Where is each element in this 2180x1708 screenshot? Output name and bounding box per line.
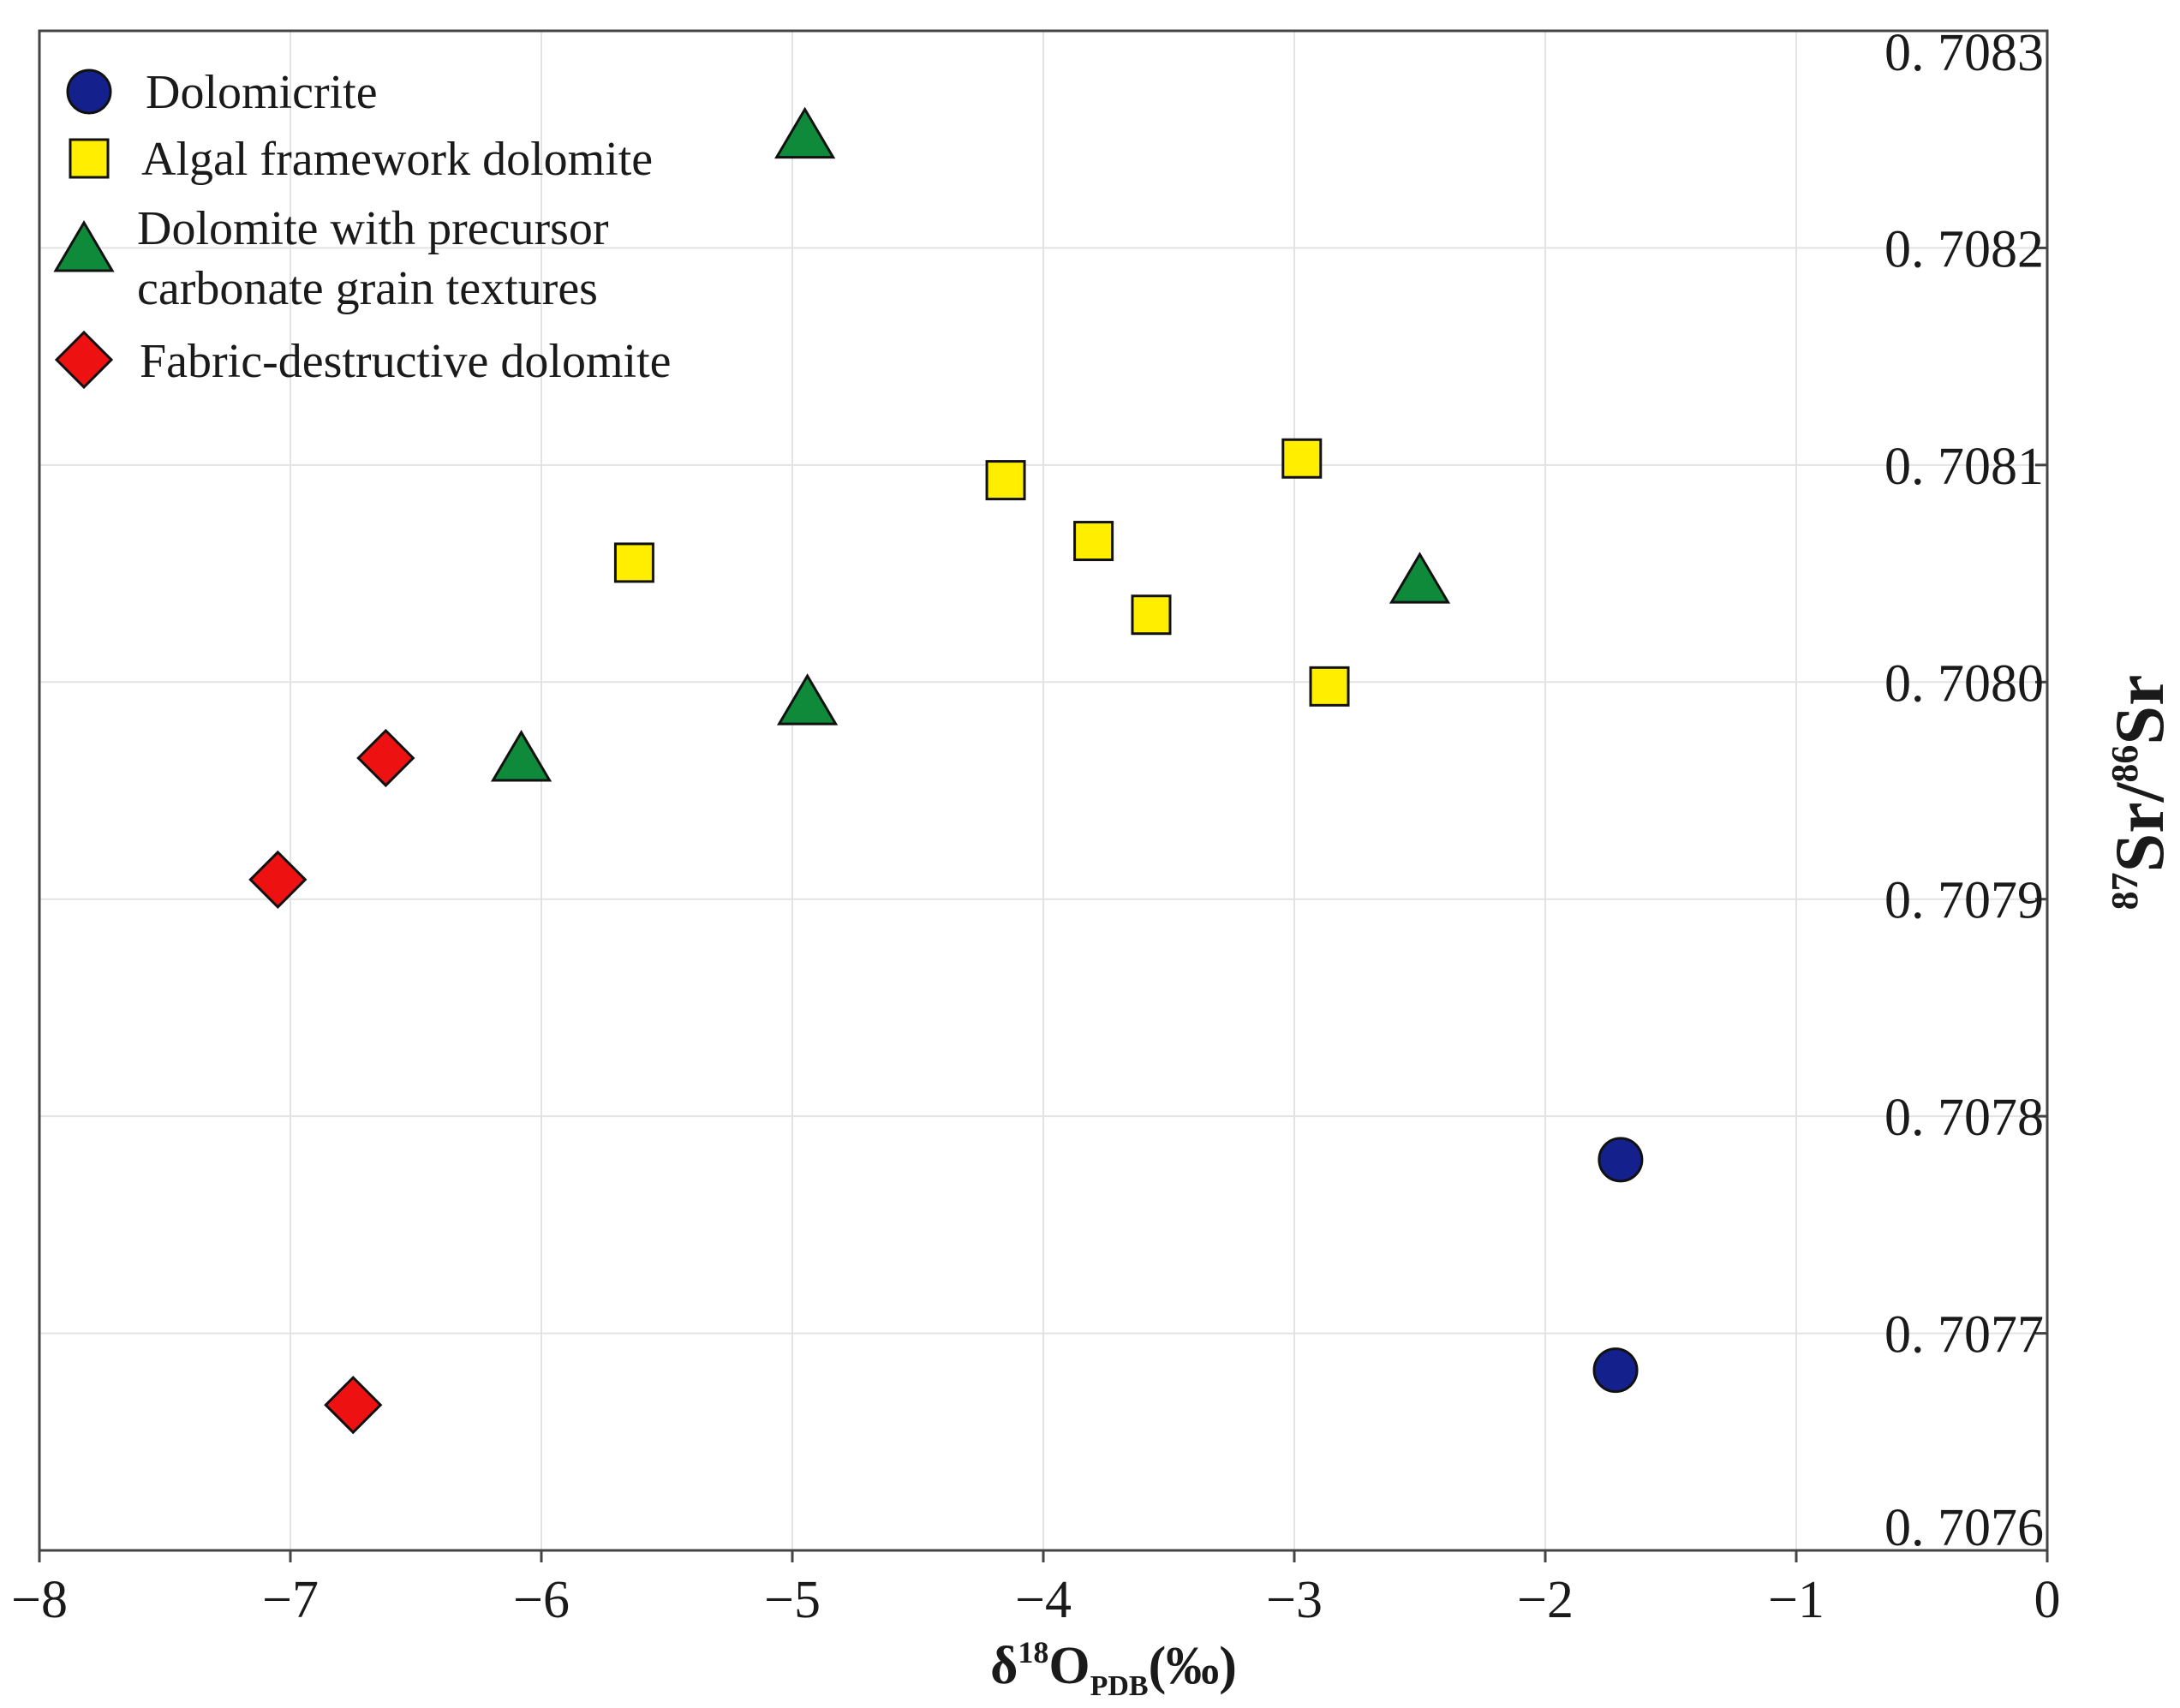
data-point-triangle — [1389, 552, 1451, 604]
legend-entry: Dolomite with precursor carbonate grain t… — [53, 202, 609, 315]
legend-symbol-circle — [66, 69, 112, 115]
legend-symbol-diamond — [54, 330, 114, 390]
series-square — [613, 438, 1350, 707]
data-point-triangle — [774, 106, 836, 159]
y-axis-title-superscript-2: 86 — [2104, 745, 2146, 783]
data-point-square — [1131, 594, 1172, 636]
grid-lines — [39, 31, 2047, 1550]
x-axis-title: δ18OPDB(‰) — [990, 1635, 1237, 1702]
legend-label: Algal framework dolomite — [141, 133, 653, 186]
y-tick-label: 0. 7078 — [1884, 1089, 2044, 1147]
series-diamond — [248, 728, 415, 1435]
y-tick-label: 0. 7076 — [1884, 1499, 2044, 1557]
data-point-diamond — [248, 850, 308, 910]
y-axis-title: 87Sr/86Sr — [2100, 675, 2178, 911]
data-point-triangle — [490, 730, 552, 782]
y-tick-label: 0. 7080 — [1884, 654, 2044, 713]
series-triangle — [490, 106, 1451, 782]
x-tick-label: −2 — [1517, 1571, 1574, 1629]
y-tick-label: 0. 7082 — [1884, 220, 2044, 278]
x-axis-title-superscript: 18 — [1018, 1635, 1048, 1669]
x-axis-title-subscript: PDB — [1090, 1670, 1149, 1702]
legend: Dolomicrite Algal framework dolomite Dolom… — [53, 66, 671, 390]
series-circle — [1592, 1137, 1644, 1394]
y-tick-label: 0. 7083 — [1884, 24, 2044, 82]
x-axis-title-main: O — [1048, 1637, 1090, 1695]
data-point-circle — [1592, 1347, 1639, 1394]
y-tick-label: 0. 7077 — [1884, 1306, 2044, 1365]
data-point-square — [613, 542, 654, 583]
y-axis-title-main-1: Sr/ — [2100, 781, 2178, 872]
data-point-diamond — [324, 1376, 383, 1435]
x-tick-label: −6 — [513, 1571, 570, 1629]
legend-symbol-square — [69, 138, 110, 179]
legend-entry: Fabric-destructive dolomite — [54, 330, 671, 390]
data-point-square — [1309, 666, 1350, 707]
y-axis-title-superscript-1: 87 — [2104, 872, 2146, 910]
data-point-square — [1073, 521, 1114, 562]
y-tick-label: 0. 7081 — [1884, 438, 2044, 496]
legend-label: carbonate grain textures — [137, 262, 598, 315]
x-axis-tick-labels: −8 −7 −6 −5 −4 −3 −2 −1 0 — [11, 1571, 2060, 1629]
data-point-square — [1281, 438, 1323, 479]
x-tick-label: −7 — [262, 1571, 319, 1629]
legend-entry: Dolomicrite — [66, 66, 378, 119]
x-tick-label: −4 — [1015, 1571, 1072, 1629]
legend-entry: Algal framework dolomite — [69, 133, 653, 186]
legend-label: Dolomite with precursor — [137, 202, 609, 255]
x-tick-label: −1 — [1768, 1571, 1825, 1629]
axis-ticks — [38, 29, 2049, 1562]
y-axis-title-main-2: Sr — [2100, 675, 2178, 745]
legend-symbol-triangle — [53, 220, 115, 272]
x-tick-label: −3 — [1266, 1571, 1323, 1629]
y-axis-tick-labels: 0. 7076 0. 7077 0. 7078 0. 7079 0. 7080 0. 70… — [1884, 24, 2044, 1557]
data-point-circle — [1598, 1137, 1644, 1183]
x-tick-label: −5 — [764, 1571, 821, 1629]
x-axis-title-delta: δ — [990, 1637, 1018, 1695]
x-tick-label: 0 — [2034, 1571, 2061, 1629]
legend-label: Dolomicrite — [146, 66, 378, 119]
x-tick-label: −8 — [11, 1571, 68, 1629]
x-axis-title-unit: (‰) — [1149, 1637, 1237, 1695]
data-points — [248, 106, 1644, 1435]
data-point-square — [985, 460, 1026, 501]
data-point-triangle — [776, 673, 839, 726]
data-point-diamond — [356, 728, 415, 788]
y-tick-label: 0. 7079 — [1884, 872, 2044, 930]
legend-label: Fabric-destructive dolomite — [140, 335, 671, 388]
